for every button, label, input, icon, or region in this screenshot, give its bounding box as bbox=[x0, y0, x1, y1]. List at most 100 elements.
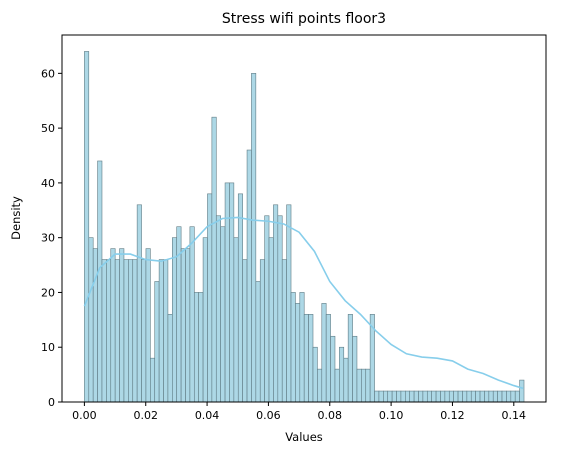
histogram-bar bbox=[119, 248, 125, 403]
histogram-bar bbox=[114, 259, 120, 403]
histogram-bar bbox=[361, 368, 367, 403]
histogram-bar bbox=[405, 390, 411, 403]
histogram-bar bbox=[185, 248, 191, 403]
histogram-bar bbox=[158, 259, 164, 403]
histogram-bar bbox=[475, 390, 481, 403]
histogram-bar bbox=[295, 303, 301, 403]
y-tick-label: 20 bbox=[41, 286, 55, 299]
histogram-bar bbox=[519, 379, 525, 403]
histogram-bar bbox=[444, 390, 450, 403]
histogram-bar bbox=[167, 314, 173, 403]
histogram-bar bbox=[264, 215, 270, 403]
y-axis-label: Density bbox=[9, 196, 23, 240]
histogram-bar bbox=[88, 237, 94, 403]
histogram-bar bbox=[128, 259, 134, 403]
histogram-bar bbox=[246, 149, 252, 403]
x-tick-label: 0.14 bbox=[502, 409, 527, 422]
histogram-bar bbox=[273, 204, 279, 403]
histogram-bar bbox=[193, 292, 199, 403]
histogram-bar bbox=[220, 226, 226, 403]
histogram-bar bbox=[334, 368, 340, 403]
histogram-bar bbox=[259, 259, 265, 403]
histogram-bar bbox=[215, 215, 221, 403]
x-tick-label: 0.00 bbox=[72, 409, 97, 422]
y-tick-label: 30 bbox=[41, 232, 55, 245]
histogram-bar bbox=[457, 390, 463, 403]
histogram-bar bbox=[378, 390, 384, 403]
histogram-bar bbox=[198, 292, 204, 403]
histogram-bar bbox=[387, 390, 393, 403]
histogram-bar bbox=[325, 314, 331, 403]
histogram-bar bbox=[202, 237, 208, 403]
histogram-bar bbox=[290, 292, 296, 403]
histogram-bar bbox=[418, 390, 424, 403]
histogram-bar bbox=[462, 390, 468, 403]
histogram-bar bbox=[356, 368, 362, 403]
x-tick-label: 0.02 bbox=[133, 409, 158, 422]
histogram-bar bbox=[229, 182, 235, 403]
histogram-bar bbox=[383, 390, 389, 403]
histogram-bar bbox=[224, 182, 230, 403]
y-tick-label: 40 bbox=[41, 177, 55, 190]
bars-group bbox=[84, 51, 525, 403]
histogram-bar bbox=[145, 248, 151, 403]
histogram-bar bbox=[308, 314, 314, 403]
histogram-bar bbox=[492, 390, 498, 403]
histogram-bar bbox=[374, 390, 380, 403]
y-axis: 0 10 20 30 40 50 60 bbox=[41, 67, 62, 409]
histogram-bar bbox=[101, 259, 107, 403]
histogram-bar bbox=[106, 259, 112, 403]
y-tick-label: 60 bbox=[41, 67, 55, 80]
histogram-bar bbox=[277, 215, 283, 403]
histogram-bar bbox=[172, 237, 178, 403]
x-tick-label: 0.10 bbox=[379, 409, 404, 422]
histogram-bar bbox=[514, 390, 520, 403]
histogram-bar bbox=[426, 390, 432, 403]
histogram-bar bbox=[154, 281, 160, 403]
histogram-bar bbox=[189, 226, 195, 403]
histogram-bar bbox=[286, 204, 292, 403]
histogram-bar bbox=[506, 390, 512, 403]
histogram-bar bbox=[352, 335, 358, 403]
histogram-bar bbox=[255, 281, 261, 403]
histogram-bar bbox=[132, 259, 138, 403]
x-tick-label: 0.12 bbox=[440, 409, 465, 422]
histogram-bar bbox=[211, 116, 217, 403]
histogram-bar bbox=[466, 390, 472, 403]
histogram-bar bbox=[413, 390, 419, 403]
histogram-bar bbox=[330, 335, 336, 403]
histogram-bar bbox=[251, 73, 257, 403]
histogram-bar bbox=[347, 314, 353, 403]
histogram-bar bbox=[470, 390, 476, 403]
histogram-bar bbox=[110, 248, 116, 403]
histogram-bar bbox=[317, 368, 323, 403]
histogram-bar bbox=[303, 314, 309, 403]
histogram-bar bbox=[136, 204, 142, 403]
histogram-bar bbox=[92, 248, 98, 403]
y-tick-label: 50 bbox=[41, 122, 55, 135]
x-axis: 0.00 0.02 0.04 0.06 0.08 0.10 0.12 0.14 bbox=[72, 402, 526, 422]
histogram-bar bbox=[242, 259, 248, 403]
histogram-bar bbox=[141, 259, 147, 403]
histogram-bar bbox=[409, 390, 415, 403]
x-tick-label: 0.08 bbox=[318, 409, 343, 422]
histogram-bar bbox=[448, 390, 454, 403]
histogram-bar bbox=[97, 160, 103, 403]
kde-curve bbox=[83, 216, 524, 390]
histogram-bar bbox=[391, 390, 397, 403]
histogram-bar bbox=[299, 292, 305, 403]
chart-title: Stress wifi points floor3 bbox=[222, 11, 386, 27]
x-tick-label: 0.04 bbox=[195, 409, 220, 422]
histogram-bar bbox=[440, 390, 446, 403]
plot-frame bbox=[61, 34, 547, 403]
histogram-bar bbox=[479, 390, 485, 403]
histogram-bar bbox=[497, 390, 503, 403]
histogram-bar bbox=[484, 390, 490, 403]
histogram-bar bbox=[281, 259, 287, 403]
histogram-bar bbox=[431, 390, 437, 403]
histogram-bar bbox=[233, 237, 239, 403]
histogram-bar bbox=[312, 346, 318, 403]
histogram-bar bbox=[365, 368, 371, 403]
histogram-bar bbox=[163, 259, 169, 403]
